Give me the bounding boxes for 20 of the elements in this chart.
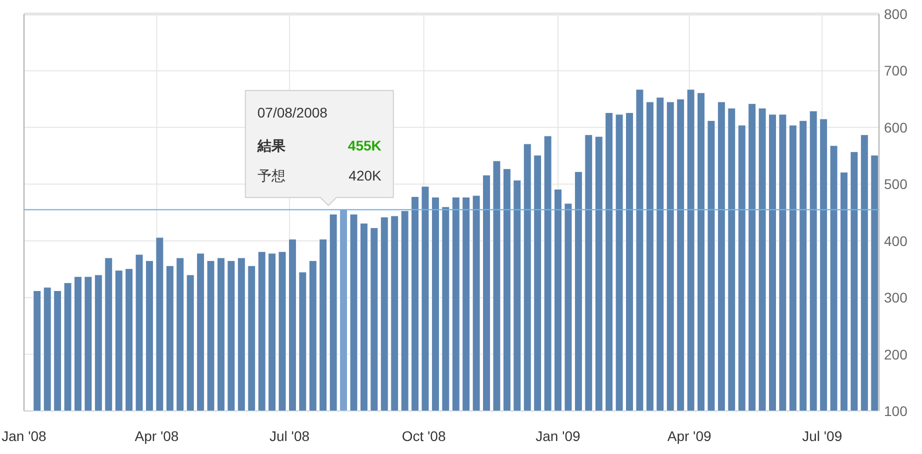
annotation: 結果 xyxy=(256,137,286,154)
x-tick-label: Jul '09 xyxy=(802,428,842,444)
x-tick-label: Apr '09 xyxy=(667,428,712,444)
x-tick-label: Jan '09 xyxy=(536,428,581,444)
y-tick-label: 500 xyxy=(884,176,908,192)
y-tick-label: 700 xyxy=(884,62,908,79)
annotation: 455K xyxy=(348,137,382,154)
y-tick-label: 400 xyxy=(884,232,908,249)
x-tick-label: Oct '08 xyxy=(402,428,446,444)
y-tick-label: 200 xyxy=(884,346,908,362)
annotation: 07/08/2008 xyxy=(257,104,328,120)
y-tick-label: 800 xyxy=(884,6,908,22)
x-tick-label: Jan '08 xyxy=(2,428,47,444)
y-tick-label: 300 xyxy=(884,290,908,306)
y-tick-label: 600 xyxy=(884,119,908,136)
x-tick-label: Jul '08 xyxy=(270,428,310,444)
x-tick-label: Apr '08 xyxy=(134,428,179,444)
annotation: 420K xyxy=(348,167,382,184)
y-tick-label: 100 xyxy=(884,403,908,419)
annotation: 予想 xyxy=(257,167,286,184)
